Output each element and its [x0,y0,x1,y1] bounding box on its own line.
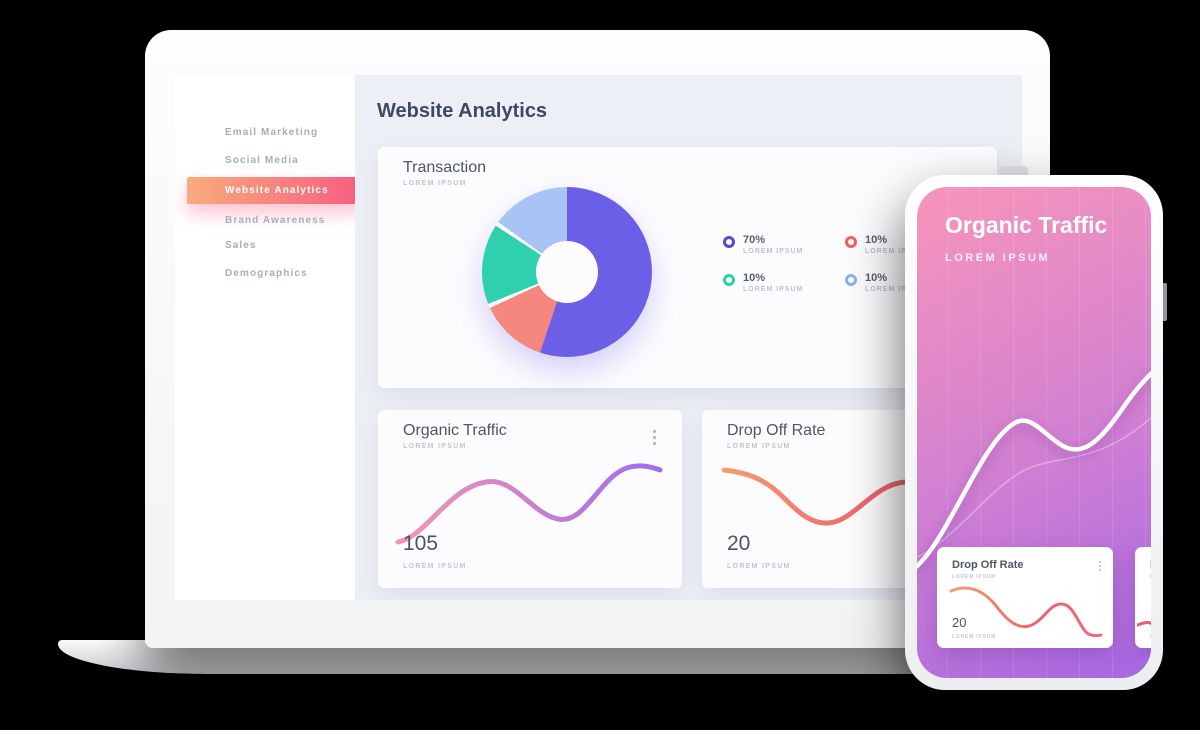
phone-drop-off-rate-subtitle: LOREM IPSUM [952,574,997,580]
phone-drop-off-rate-card: Drop Off Rate LOREM IPSUM 20 LOREM IPSUM [937,547,1113,648]
drop-off-rate-value: 20 [727,532,751,555]
phone-partial-card-value-label: LOREM IPSUM [1150,634,1151,640]
sidebar-item-sales[interactable]: Sales [225,240,257,251]
phone-page-subtitle: LOREM IPSUM [945,252,1051,264]
phone-drop-off-rate-line-chart [949,586,1103,637]
phone-screen: Organic Traffic LOREM IPSUM Drop Off Rat… [917,187,1151,678]
organic-traffic-value-label: LOREM IPSUM [403,563,467,570]
kebab-menu-icon[interactable] [651,428,658,447]
sidebar-item-brand-awareness[interactable]: Brand Awareness [225,215,326,226]
phone-drop-off-rate-title: Drop Off Rate [952,559,1024,571]
phone-partial-card-subtitle: LOREM IPSUM [1150,574,1151,580]
organic-traffic-subtitle: LOREM IPSUM [403,443,467,450]
drop-off-rate-value-label: LOREM IPSUM [727,563,791,570]
gridline [1145,187,1146,678]
sidebar-item-social-media[interactable]: Social Media [225,155,299,166]
gridline [1013,187,1014,678]
transaction-card: Transaction LOREM IPSUM 70% LOREM IPSUM … [378,147,997,388]
phone-partial-card-line-chart [1137,621,1151,627]
phone-drop-off-rate-value-label: LOREM IPSUM [952,634,997,640]
kebab-menu-icon[interactable] [1099,561,1101,571]
gridline [947,187,948,678]
page-title: Website Analytics [377,100,548,122]
sidebar: Email Marketing Social Media Website Ana… [175,75,362,600]
sidebar-item-label: Website Analytics [225,185,329,196]
legend-label: LOREM IPSUM [743,286,804,293]
legend-value: 70% [743,234,766,246]
legend-ring-red-icon [845,236,857,248]
legend-value: 10% [865,234,888,246]
phone-partial-card-title: R [1150,559,1151,571]
phone-drop-off-rate-value: 20 [952,615,967,630]
phone-mockup: Organic Traffic LOREM IPSUM Drop Off Rat… [905,175,1163,690]
sidebar-item-demographics[interactable]: Demographics [225,268,308,279]
legend-ring-blue-icon [845,274,857,286]
transaction-card-title: Transaction [403,159,486,176]
gridline [980,187,981,678]
legend-label: LOREM IPSUM [865,286,926,293]
legend-label: LOREM IPSUM [743,248,804,255]
gridline [1079,187,1080,678]
legend-ring-purple-icon [723,236,735,248]
legend-value: 10% [865,272,888,284]
organic-traffic-card: Organic Traffic LOREM IPSUM 105 LOREM IP… [378,410,682,588]
drop-off-rate-subtitle: LOREM IPSUM [727,443,791,450]
legend-value: 10% [743,272,766,284]
phone-side-button [1160,283,1167,321]
laptop-screen: Email Marketing Social Media Website Ana… [175,75,1022,600]
donut-chart-hole [536,241,598,303]
main-panel: Website Analytics Transaction LOREM IPSU… [355,75,1022,600]
phone-page-title: Organic Traffic [945,212,1108,238]
legend-label: LOREM IPSUM [865,248,926,255]
phone-partial-card-value: 4 [1150,615,1151,630]
phone-organic-traffic-line-chart [917,370,1151,569]
transaction-card-subtitle: LOREM IPSUM [403,180,467,187]
organic-traffic-value: 105 [403,532,439,555]
gridline [1112,187,1113,678]
organic-traffic-title: Organic Traffic [403,422,507,439]
sidebar-item-email-marketing[interactable]: Email Marketing [225,127,319,138]
phone-partial-card: R LOREM IPSUM 4 LOREM IPSUM [1135,547,1151,648]
organic-traffic-line-chart [395,463,663,545]
sidebar-item-website-analytics[interactable]: Website Analytics [187,177,362,204]
donut-chart [482,187,652,357]
drop-off-rate-title: Drop Off Rate [727,422,826,439]
laptop-frame: Email Marketing Social Media Website Ana… [145,30,1050,648]
legend-ring-teal-icon [723,274,735,286]
